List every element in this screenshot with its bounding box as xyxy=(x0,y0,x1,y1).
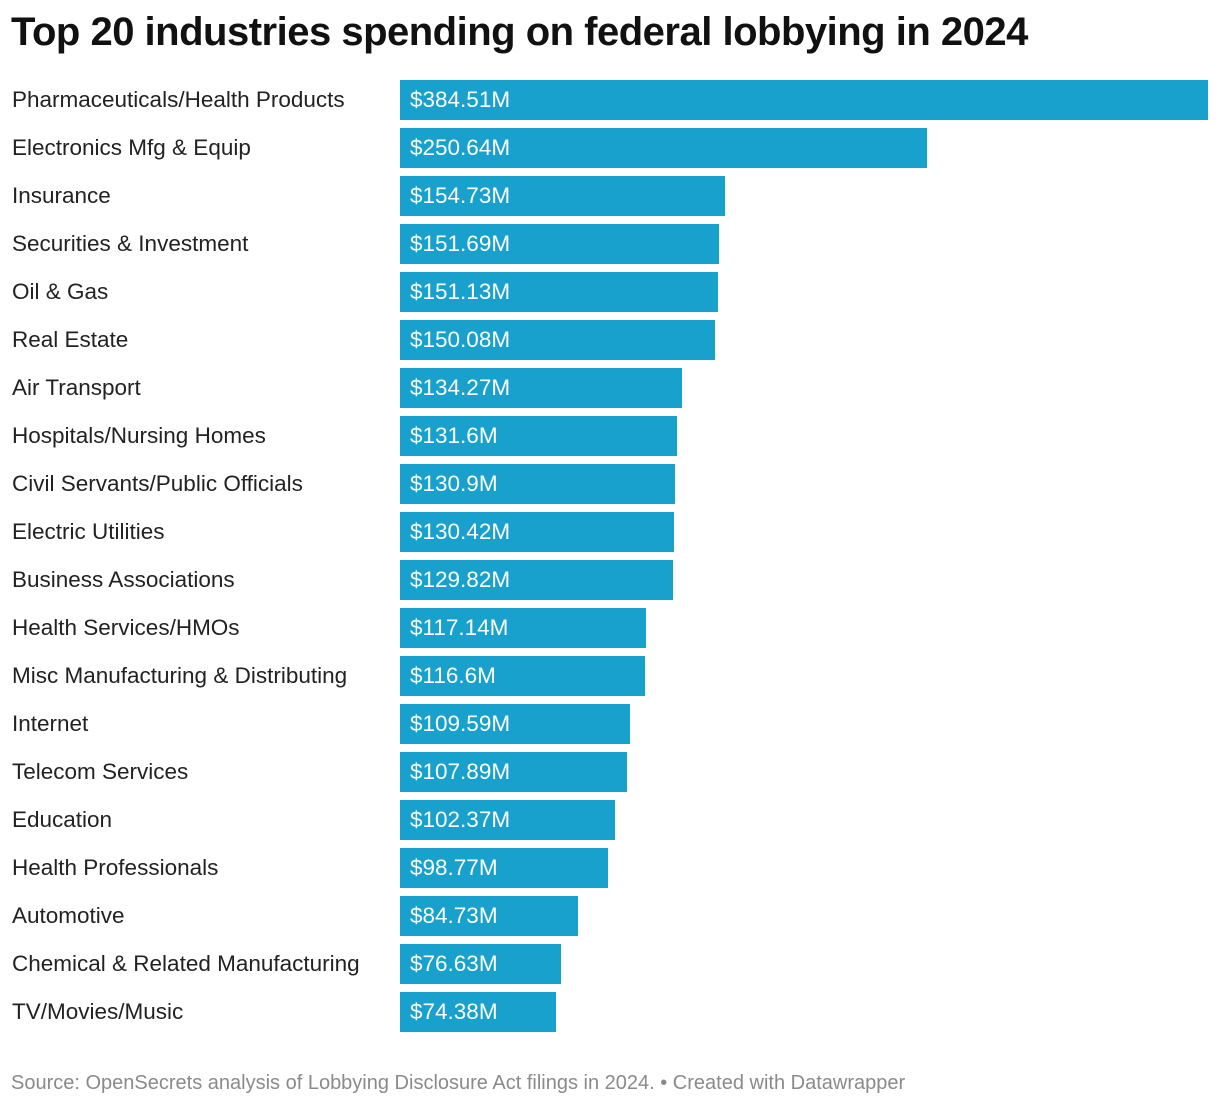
category-label: Health Professionals xyxy=(12,855,219,880)
bar-value-label: $74.38M xyxy=(410,999,498,1024)
category-label: Civil Servants/Public Officials xyxy=(12,471,303,496)
bar: $102.37M xyxy=(400,800,616,840)
bar: $151.69M xyxy=(400,224,719,264)
bar-value-label: $84.73M xyxy=(410,903,498,928)
bar-value-label: $154.73M xyxy=(410,183,511,208)
bar: $84.73M xyxy=(400,896,579,936)
bar: $116.6M xyxy=(400,656,646,696)
bar: $131.6M xyxy=(400,416,677,456)
bar-value-label: $130.9M xyxy=(410,471,498,496)
category-label: Health Services/HMOs xyxy=(12,615,240,640)
bar: $109.59M xyxy=(400,704,631,744)
bar: $98.77M xyxy=(400,848,608,888)
bar-value-label: $150.08M xyxy=(410,327,511,352)
bar-value-label: $151.69M xyxy=(410,231,511,256)
chart-title: Top 20 industries spending on federal lo… xyxy=(11,10,1028,54)
source-note: Source: OpenSecrets analysis of Lobbying… xyxy=(11,1072,906,1094)
category-label: Chemical & Related Manufacturing xyxy=(12,951,360,976)
bar: $117.14M xyxy=(400,608,647,648)
bar-value-label: $76.63M xyxy=(410,951,498,976)
bar: $150.08M xyxy=(400,320,716,360)
category-label: Electric Utilities xyxy=(12,519,165,544)
bar: $151.13M xyxy=(400,272,718,312)
bar-value-label: $129.82M xyxy=(410,567,511,592)
bar-value-label: $151.13M xyxy=(410,279,511,304)
bar: $130.9M xyxy=(400,464,676,504)
category-label: Misc Manufacturing & Distributing xyxy=(12,663,348,688)
bar: $250.64M xyxy=(400,128,927,168)
bar-value-label: $109.59M xyxy=(410,711,511,736)
category-label: Internet xyxy=(12,711,89,736)
category-label: Electronics Mfg & Equip xyxy=(12,135,251,160)
category-label: Oil & Gas xyxy=(12,279,109,304)
bar-value-label: $384.51M xyxy=(410,87,511,112)
bar-value-label: $107.89M xyxy=(410,759,511,784)
bar: $129.82M xyxy=(400,560,673,600)
category-label: Telecom Services xyxy=(12,759,189,784)
bar-value-label: $250.64M xyxy=(410,135,511,160)
bar-value-label: $131.6M xyxy=(410,423,498,448)
category-label: Business Associations xyxy=(12,567,235,592)
category-label: Real Estate xyxy=(12,327,129,352)
category-label: Insurance xyxy=(12,183,111,208)
category-label: Securities & Investment xyxy=(12,231,249,256)
bar-value-label: $130.42M xyxy=(410,519,511,544)
bar-value-label: $102.37M xyxy=(410,807,511,832)
category-label: Air Transport xyxy=(12,375,141,400)
bar: $107.89M xyxy=(400,752,627,792)
bar-value-label: $117.14M xyxy=(410,615,509,640)
bar: $154.73M xyxy=(400,176,726,216)
category-label: Hospitals/Nursing Homes xyxy=(12,423,266,448)
bar-value-label: $134.27M xyxy=(410,375,511,400)
category-label: Automotive xyxy=(12,903,125,928)
bar: $384.51M xyxy=(400,80,1208,120)
bar-value-label: $116.6M xyxy=(410,663,496,688)
category-label: Education xyxy=(12,807,113,832)
bar: $130.42M xyxy=(400,512,675,552)
bar: $134.27M xyxy=(400,368,683,408)
bar: $74.38M xyxy=(400,992,557,1032)
category-label: TV/Movies/Music xyxy=(12,999,184,1024)
category-label: Pharmaceuticals/Health Products xyxy=(12,87,345,112)
bar: $76.63M xyxy=(400,944,562,984)
bar-value-label: $98.77M xyxy=(410,855,498,880)
